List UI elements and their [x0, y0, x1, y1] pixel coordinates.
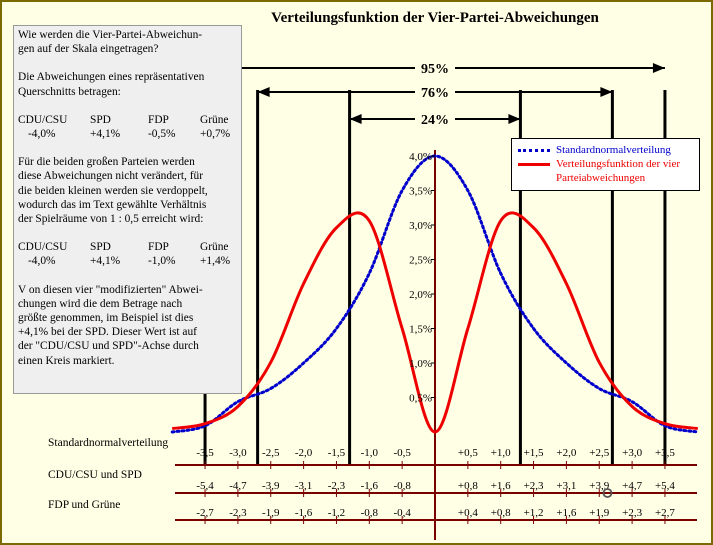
- table2-header: FDP: [148, 241, 169, 254]
- scale-tick-label: +2,3: [622, 507, 642, 519]
- interval-arrow-right: [600, 87, 613, 97]
- deviation-table-2: CDU/CSU SPD FDP Grüne -4,0% +4,1% -1,0% …: [18, 240, 230, 268]
- interval-arrow-left: [349, 114, 362, 124]
- scale-tick-label: +1,2: [524, 507, 544, 519]
- table1-value: +4,1%: [90, 128, 121, 141]
- interval-arrow-left: [257, 87, 270, 97]
- scale-tick-label: +2,5: [589, 447, 609, 459]
- scale-tick-label: -4,7: [229, 480, 247, 492]
- table1-value: -0,5%: [148, 128, 176, 141]
- scale-tick-label: -1,6: [295, 507, 313, 519]
- scale-tick-label: +3,1: [556, 480, 576, 492]
- table2-value: +1,4%: [200, 255, 231, 268]
- scale-tick-label: -0,8: [361, 507, 379, 519]
- table2-header: SPD: [90, 241, 111, 254]
- explanation-box: Wie werden die Vier-Partei-Abweichun- ge…: [13, 25, 242, 394]
- scale-tick-label: -3,1: [295, 480, 312, 492]
- scale-tick-label: +1,9: [589, 507, 609, 519]
- scale-tick-label: +1,0: [491, 447, 511, 459]
- y-tick-label: 1,5%: [409, 324, 432, 336]
- table1-header: SPD: [90, 113, 111, 126]
- table2-value: +4,1%: [90, 255, 121, 268]
- y-tick-label: 1,0%: [409, 358, 432, 370]
- scale-tick-label: -2,0: [295, 447, 313, 459]
- table1-header: FDP: [148, 113, 169, 126]
- y-tick-label: 2,5%: [409, 255, 432, 267]
- y-tick-label: 2,0%: [409, 289, 432, 301]
- scale-tick-label: +1,6: [556, 507, 576, 519]
- scale-axis-label: Standardnormalverteilung: [48, 437, 168, 449]
- table1-header: Grüne: [200, 113, 229, 126]
- table1-value: -4,0%: [28, 128, 56, 141]
- table2-header: CDU/CSU: [18, 241, 68, 254]
- scale-tick-label: -2,3: [229, 507, 247, 519]
- scale-tick-label: +3,5: [655, 447, 675, 459]
- y-tick-label: 0,5%: [409, 393, 432, 405]
- legend-label: Verteilungsfunktion der vier Parteiabwei…: [556, 158, 681, 184]
- conclusion-text: V on diesen vier "modifizierten" Abwei- …: [18, 283, 203, 367]
- interval-label: 76%: [421, 86, 449, 101]
- legend-swatch-dotted: [518, 149, 550, 152]
- interval-label-bg: [415, 110, 455, 126]
- scale-tick-label: -3,5: [196, 447, 214, 459]
- scale-tick-label: -2,3: [328, 480, 346, 492]
- table2-header: Grüne: [200, 241, 229, 254]
- scale-tick-label: +0,8: [491, 507, 511, 519]
- scale-tick-label: +5,4: [655, 480, 675, 492]
- table2-value: -4,0%: [28, 255, 56, 268]
- scale-tick-label: +0,4: [458, 507, 478, 519]
- scale-tick-label: +1,5: [524, 447, 544, 459]
- explanation-text: Für die beiden großen Parteien werden di…: [18, 156, 208, 226]
- scale-tick-label: -0,5: [393, 447, 411, 459]
- party-deviation-curve: [171, 211, 699, 434]
- legend-swatch-solid: [518, 163, 550, 166]
- scale-tick-label: +3,9: [589, 480, 609, 492]
- deviation-table-1: CDU/CSU SPD FDP Grüne -4,0% +4,1% -0,5% …: [18, 113, 230, 141]
- scale-tick-label: -0,8: [393, 480, 411, 492]
- scale-tick-label: +0,8: [458, 480, 478, 492]
- scale-tick-label: -1,9: [262, 507, 280, 519]
- interval-label-bg: [415, 83, 455, 99]
- scale-tick-label: -2,7: [196, 507, 214, 519]
- scale-tick-label: -1,5: [328, 447, 346, 459]
- question-text: Wie werden die Vier-Partei-Abweichun- ge…: [18, 29, 203, 56]
- scale-tick-label: +2,0: [556, 447, 576, 459]
- table1-value: +0,7%: [200, 128, 231, 141]
- y-tick-label: 3,0%: [409, 220, 432, 232]
- scale-tick-label: +0,5: [458, 447, 478, 459]
- scale-tick-label: +2,3: [524, 480, 544, 492]
- interval-arrow-right: [508, 114, 521, 124]
- y-tick-label: 4,0%: [409, 151, 432, 163]
- scale-tick-label: -2,5: [262, 447, 280, 459]
- scale-tick-label: -1,6: [361, 480, 379, 492]
- scale-tick-label: +4,7: [622, 480, 642, 492]
- y-tick-label: 3,5%: [409, 186, 432, 198]
- scale-tick-label: +2,7: [655, 507, 675, 519]
- scale-tick-label: +3,0: [622, 447, 642, 459]
- table2-value: -1,0%: [148, 255, 176, 268]
- legend-label: Standardnormalverteilung: [556, 144, 671, 156]
- scale-tick-label: -0,4: [393, 507, 411, 519]
- scale-tick-label: -1,2: [328, 507, 345, 519]
- scale-tick-label: -3,0: [229, 447, 247, 459]
- legend-item-party: Verteilungsfunktion der vier Parteiabwei…: [512, 157, 699, 187]
- scale-tick-label: -1,0: [361, 447, 379, 459]
- chart-title: Verteilungsfunktion der Vier-Partei-Abwe…: [271, 10, 599, 26]
- interval-arrow-right: [652, 63, 665, 73]
- spd-marker-circle: [602, 488, 613, 498]
- scale-tick-label: -5,4: [196, 480, 214, 492]
- interval-label: 95%: [421, 62, 449, 77]
- intro-text: Die Abweichungen eines repräsentativen Q…: [18, 71, 205, 98]
- scale-tick-label: -3,9: [262, 480, 280, 492]
- interval-label-bg: [415, 59, 455, 75]
- interval-label: 24%: [421, 113, 449, 128]
- scale-axis-label: CDU/CSU und SPD: [48, 469, 142, 481]
- chart-legend: Standardnormalverteilung Verteilungsfunk…: [511, 138, 700, 191]
- scale-tick-label: +1,6: [491, 480, 511, 492]
- scale-axis-label: FDP und Grüne: [48, 499, 120, 511]
- table1-header: CDU/CSU: [18, 113, 68, 126]
- legend-item-standard: Standardnormalverteilung: [512, 143, 699, 157]
